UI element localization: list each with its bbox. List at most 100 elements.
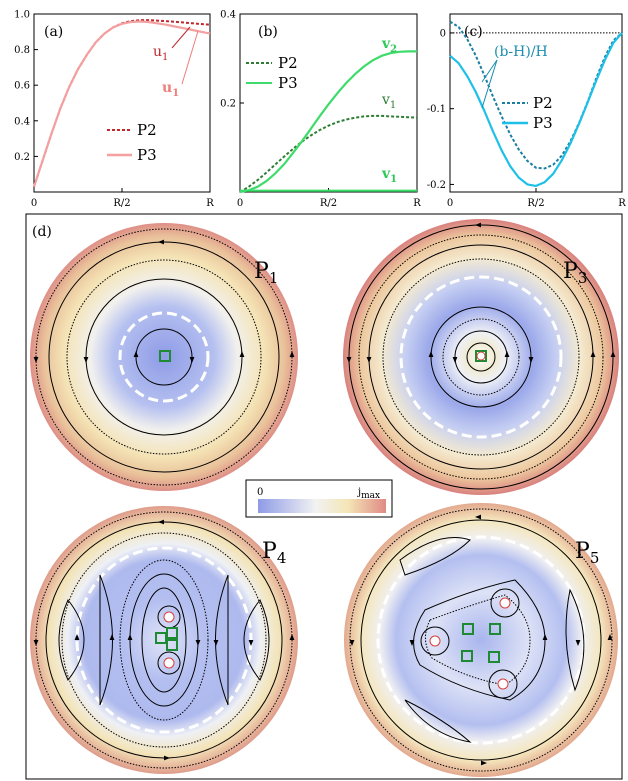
disc-p4-antivortex-upper	[163, 611, 175, 623]
panel-b-ytick-label: 0.2	[220, 99, 236, 110]
disc-p4-core-lower	[157, 651, 181, 675]
disc-p4-label: P4	[262, 539, 286, 567]
panel-a-xtick-label: R/2	[113, 198, 130, 209]
disc-p3-streamline-2	[358, 234, 604, 480]
disc-p5-streamline-dotted-trefoil	[425, 594, 531, 686]
disc-p5-vortex-square-3	[461, 650, 473, 662]
disc-p4-streamline-core	[141, 587, 187, 693]
panel-a-lines	[32, 19, 211, 188]
disc-p4-density	[30, 506, 298, 774]
panel-a: (a) 0 R/2 R 0.2 0.4 0.6 0.8 1.0 u1 u1 P2 P3	[14, 10, 214, 210]
disc-p1-label: P1	[254, 259, 278, 287]
panel-c-xtick-label: R/2	[527, 198, 544, 209]
panel-b-series-p2-0	[239, 114, 418, 193]
panel-a-xtick-label: R	[206, 198, 214, 209]
disc-p5-side-vortex-2	[565, 588, 585, 692]
disc-p5-core-left	[420, 626, 450, 656]
panel-a-ytick-label: 0.4	[14, 116, 30, 127]
panel-b: (b) 0 R/2 R 0.2 0.4 v2 v1 v1 P2 P3	[220, 10, 421, 210]
disc-p4-vortex-square-2	[166, 627, 178, 639]
panel-b-xtick-label: R/2	[320, 198, 337, 209]
disc-p4-side-vortex-right	[243, 599, 270, 681]
panel-d: (d) P1	[25, 213, 623, 780]
panel-a-ytick-label: 0.2	[14, 152, 30, 163]
disc-p5-label: P5	[575, 539, 599, 567]
panel-b-label-v1-solid: v1	[381, 166, 397, 185]
disc-p3: P3	[343, 219, 619, 495]
panel-c-ytick-label: -0.2	[427, 180, 446, 191]
disc-p1-density	[30, 223, 298, 491]
panel-b-lines	[239, 50, 418, 194]
colorbar-gradient	[258, 499, 386, 513]
disc-p3-vortex-square	[475, 350, 487, 362]
panel-c-ytick-label: -0.1	[427, 104, 446, 115]
disc-p5-core-bottom	[488, 669, 518, 699]
disc-p3-label: P3	[563, 259, 587, 287]
panel-c-ytick-label: 0	[440, 28, 446, 39]
panel-a-series-p3-1	[32, 20, 211, 188]
disc-p3-streamline-6	[442, 318, 520, 396]
disc-p5-antivortex-top	[499, 597, 511, 609]
panel-a-annot-u1-light: u1	[162, 80, 179, 99]
disc-p5-side-vortex-1	[399, 537, 471, 576]
disc-p5-antivortex-left	[429, 635, 441, 647]
disc-p5-vortex-square-2	[489, 623, 501, 635]
disc-p4-streamline-dotted-3	[119, 559, 209, 721]
disc-p3-streamline-4	[382, 258, 580, 456]
panel-c-label: (c)	[464, 24, 483, 40]
disc-p5-side-vortex-3	[404, 699, 472, 743]
panel-a-frame	[33, 13, 211, 193]
disc-p5-core-top	[490, 588, 520, 618]
panel-c-lines	[449, 20, 623, 187]
panel-c-series-p2-0	[449, 20, 623, 170]
disc-p3-streamline-8	[466, 342, 496, 372]
panel-c-legend-p2: P2	[533, 94, 553, 112]
panel-b-label-v1-dotted: v1	[381, 92, 396, 111]
panel-a-annot-u1-dark: u1	[153, 44, 168, 63]
disc-p4: P4	[30, 506, 298, 774]
panel-a-legend-p3: P3	[137, 146, 157, 164]
disc-p4-antivortex-lower	[163, 657, 175, 669]
panel-a-ytick-label: 0.8	[14, 45, 30, 56]
panel-c-annotation: (b-H)/H	[494, 44, 548, 60]
disc-p5-vortex-square-1	[462, 623, 474, 635]
disc-p1: P1	[30, 223, 298, 491]
panel-b-label: (b)	[258, 24, 278, 40]
panel-c-legend-p3: P3	[533, 114, 553, 132]
panel-d-frame	[25, 213, 623, 780]
panel-b-xtick-label: 0	[237, 198, 243, 209]
panel-c-xtick-label: R	[618, 198, 626, 209]
panel-b-label-v2: v2	[381, 36, 397, 55]
panel-a-series-p2-0	[33, 19, 211, 188]
colorbar-max: jmax	[357, 487, 380, 501]
disc-p4-streamline-left-lobe	[99, 574, 113, 706]
disc-p1-dashed-contour	[118, 311, 210, 403]
panel-a-xtick-label: 0	[31, 198, 37, 209]
disc-p5-streamline-outer	[360, 519, 602, 761]
disc-p3-antivortex	[476, 351, 486, 361]
panel-a-ytick-label: 1.0	[14, 10, 30, 21]
panel-c-ticks: 0 R/2 R 0 -0.1 -0.2	[427, 28, 627, 209]
disc-p3-dashed-contour	[399, 275, 563, 439]
disc-p5-density	[344, 503, 618, 777]
panel-b-ytick-label: 0.4	[220, 10, 236, 21]
panel-c-series-p3-1	[449, 32, 623, 187]
panel-d-label: (d)	[32, 224, 52, 240]
colorbar: 0 jmax	[245, 479, 393, 518]
disc-p1-vortex-square	[159, 350, 171, 362]
panel-c-annot-pointer-2	[481, 59, 498, 109]
panel-b-legend-p3: P3	[278, 74, 298, 92]
panel-a-legend-p2: P2	[137, 121, 157, 139]
disc-p5-antivortex-bottom	[497, 678, 509, 690]
panel-b-xtick-label: R	[413, 198, 421, 209]
panel-c: (c) 0 R/2 R 0 -0.1 -0.2 (b-H)/H P2 P3	[427, 13, 627, 209]
panel-b-series-p3-1	[239, 50, 417, 194]
disc-p4-side-vortex-left	[58, 599, 85, 681]
panel-b-legend-p2: P2	[278, 54, 298, 72]
panel-c-annot-pointer-1	[481, 59, 498, 83]
colorbar-min: 0	[257, 487, 263, 498]
disc-p1-streamline-dotted-2	[66, 259, 262, 455]
panel-c-xtick-label: 0	[447, 198, 453, 209]
disc-p5-vortex-square-4	[488, 651, 500, 663]
disc-p4-vortex-square-3	[166, 639, 178, 651]
